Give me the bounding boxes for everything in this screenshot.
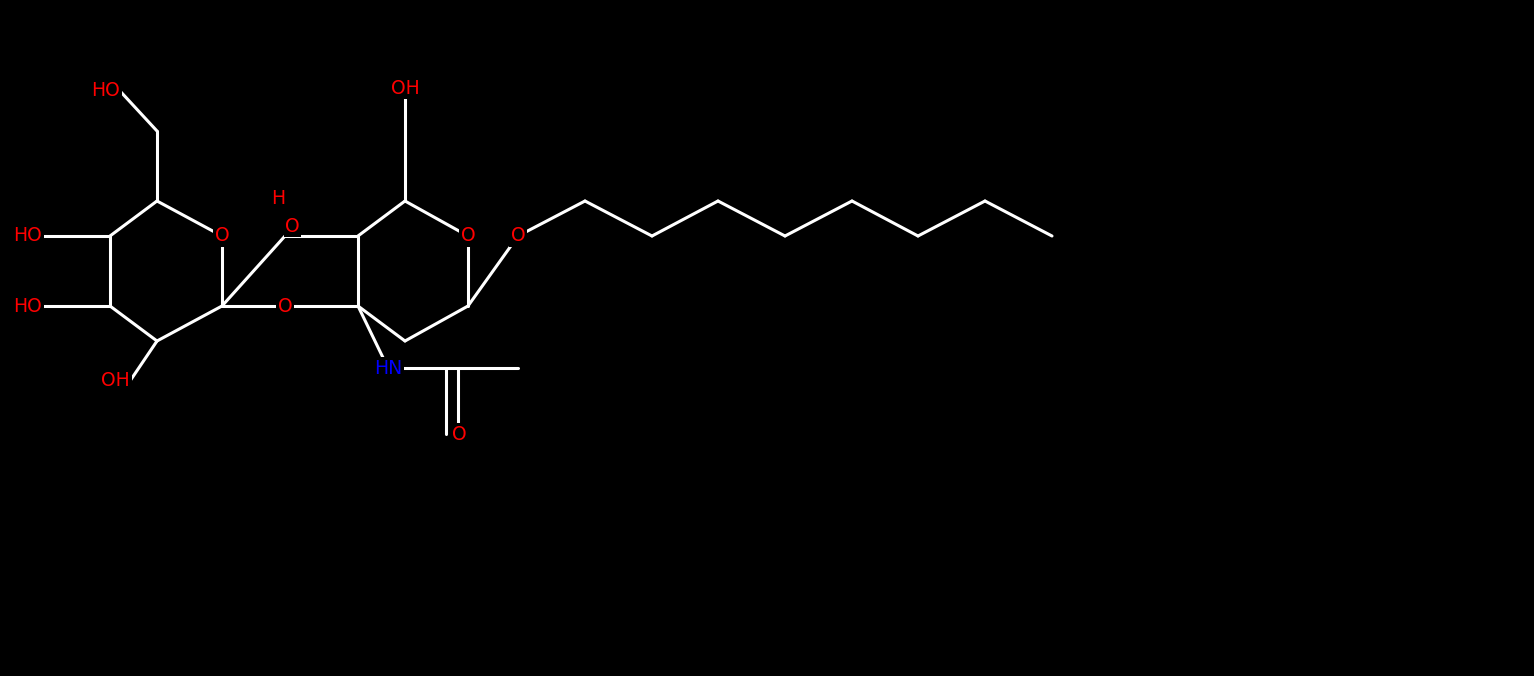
Text: O: O bbox=[453, 425, 466, 443]
Text: HO: HO bbox=[91, 82, 120, 101]
Text: O: O bbox=[511, 226, 525, 245]
Text: OH: OH bbox=[391, 78, 419, 97]
Text: HO: HO bbox=[14, 297, 41, 316]
Text: HN: HN bbox=[374, 358, 402, 377]
Text: O: O bbox=[285, 216, 299, 235]
Text: O: O bbox=[215, 226, 229, 245]
Text: O: O bbox=[460, 226, 476, 245]
Text: H: H bbox=[272, 189, 285, 208]
Text: OH: OH bbox=[101, 372, 130, 391]
Text: HO: HO bbox=[14, 226, 41, 245]
Text: O: O bbox=[278, 297, 293, 316]
